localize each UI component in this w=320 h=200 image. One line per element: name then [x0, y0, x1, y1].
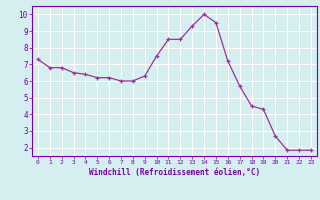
- X-axis label: Windchill (Refroidissement éolien,°C): Windchill (Refroidissement éolien,°C): [89, 168, 260, 177]
